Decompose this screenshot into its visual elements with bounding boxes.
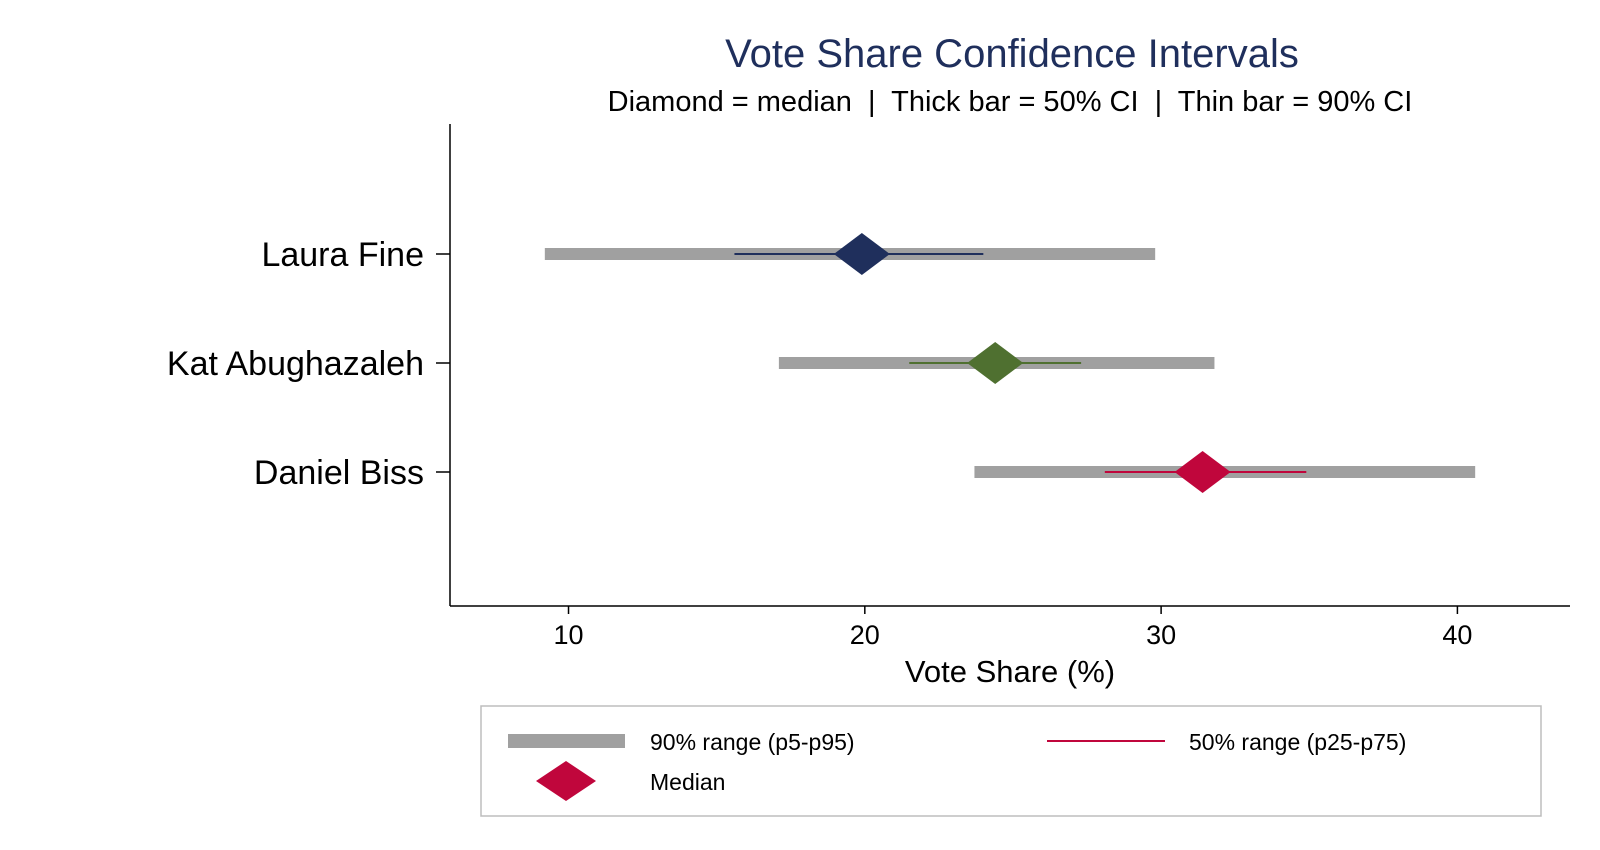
interval-marks <box>544 233 1476 493</box>
x-tick-label: 10 <box>553 620 583 650</box>
legend-label-median: Median <box>650 769 725 795</box>
plot-area: 10 20 30 40 Laura Fine Kat Abughazaleh Daniel… <box>167 124 1570 650</box>
y-ticks: Laura Fine Kat Abughazaleh Daniel Biss <box>167 236 450 492</box>
median-diamond <box>967 342 1024 384</box>
legend-swatch-90-range <box>508 734 625 748</box>
x-axis-title: Vote Share (%) <box>905 654 1115 689</box>
legend-label-90-range: 90% range (p5-p95) <box>650 729 855 755</box>
x-tick-label: 30 <box>1146 620 1176 650</box>
legend-swatch-median-diamond <box>536 761 596 801</box>
chart-title: Vote Share Confidence Intervals <box>725 32 1299 76</box>
category-label: Daniel Biss <box>254 454 424 492</box>
x-ticks: 10 20 30 40 <box>553 606 1472 650</box>
x-tick-label: 20 <box>850 620 880 650</box>
x-tick-label: 40 <box>1442 620 1472 650</box>
category-label: Laura Fine <box>261 236 424 274</box>
legend-box <box>480 705 1542 817</box>
legend-label-50-range: 50% range (p25-p75) <box>1189 729 1406 755</box>
legend: 90% range (p5-p95) 50% range (p25-p75) M… <box>480 705 1542 817</box>
category-label: Kat Abughazaleh <box>167 345 424 383</box>
chart-subtitle: Diamond = median | Thick bar = 50% CI | … <box>608 86 1413 118</box>
median-diamond <box>833 233 890 275</box>
median-diamond <box>1174 451 1231 493</box>
